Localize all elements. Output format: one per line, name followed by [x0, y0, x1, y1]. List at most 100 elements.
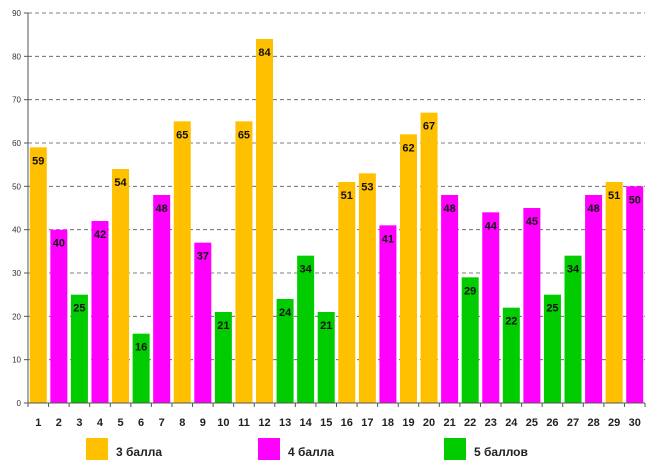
- bar-value-label: 51: [608, 190, 620, 202]
- bar: [358, 173, 376, 403]
- y-tick-label: 10: [12, 356, 21, 365]
- bar: [502, 307, 520, 403]
- bar-value-label: 48: [443, 203, 455, 215]
- bar: [461, 277, 479, 403]
- bar-value-label: 48: [587, 203, 599, 215]
- x-tick-label: 23: [485, 417, 497, 429]
- bar-value-label: 50: [629, 194, 641, 206]
- y-tick-label: 50: [12, 182, 21, 191]
- bar-value-label: 48: [156, 203, 168, 215]
- legend-swatch-4-balla: [258, 438, 280, 460]
- x-tick-label: 12: [258, 417, 270, 429]
- bar-value-label: 42: [94, 229, 106, 241]
- bar-value-label: 53: [361, 181, 373, 193]
- bar-value-label: 45: [526, 216, 538, 228]
- bar: [29, 147, 47, 403]
- bar-value-label: 25: [546, 303, 558, 315]
- x-tick-label: 24: [505, 417, 518, 429]
- x-tick-label: 19: [402, 417, 414, 429]
- bar: [153, 195, 171, 403]
- bar: [564, 255, 582, 403]
- bar: [626, 186, 644, 403]
- legend-label-3-balla: 3 балла: [116, 445, 162, 459]
- bar-value-label: 51: [341, 190, 353, 202]
- y-tick-label: 70: [12, 96, 21, 105]
- x-tick-label: 26: [546, 417, 558, 429]
- x-tick-label: 17: [361, 417, 373, 429]
- bar-value-label: 34: [567, 264, 580, 276]
- x-tick-label: 7: [159, 417, 165, 429]
- legend-label-5-ballov: 5 баллов: [474, 445, 528, 459]
- x-tick-label: 3: [76, 417, 82, 429]
- bar: [297, 255, 315, 403]
- bar-value-label: 16: [135, 342, 147, 354]
- x-tick-label: 10: [217, 417, 229, 429]
- bar-value-label: 25: [73, 303, 85, 315]
- y-tick-label: 90: [12, 9, 21, 18]
- x-tick-label: 11: [238, 417, 250, 429]
- y-tick-label: 20: [12, 312, 21, 321]
- bars: 59 40 25 42 54 16 48 65 37 21 65 84 24 34 21 51 53 41 62 67…: [29, 39, 644, 404]
- legend-swatch-5-ballov: [444, 438, 466, 460]
- x-tick-label: 29: [608, 417, 620, 429]
- bar: [256, 39, 274, 403]
- bar-value-label: 59: [32, 155, 44, 167]
- x-tick-label: 22: [464, 417, 476, 429]
- x-tick-label: 21: [443, 417, 455, 429]
- bar: [276, 299, 294, 403]
- x-tick-label: 2: [56, 417, 62, 429]
- bar-value-label: 40: [53, 238, 65, 250]
- bar-value-label: 37: [197, 251, 209, 263]
- x-tick-label: 4: [97, 417, 104, 429]
- bar: [214, 312, 232, 403]
- y-tick-label: 60: [12, 139, 21, 148]
- x-tick-label: 1: [35, 417, 41, 429]
- bar: [585, 195, 603, 403]
- x-tick-label: 30: [629, 417, 641, 429]
- x-tick-label: 25: [526, 417, 538, 429]
- bar-value-label: 54: [114, 177, 127, 189]
- bar: [482, 212, 500, 403]
- bar-value-label: 62: [402, 142, 414, 154]
- bar: [132, 333, 150, 403]
- bar-value-label: 34: [300, 264, 313, 276]
- x-axis-labels: 1 2 3 4 5 6 7 8 9 10 11 12 13 14 15 16 17 18 19 20 21 22 23 24 2…: [27, 403, 646, 429]
- legend-swatch-3-balla: [86, 438, 108, 460]
- x-tick-label: 15: [320, 417, 332, 429]
- x-tick-label: 20: [423, 417, 435, 429]
- x-tick-label: 28: [587, 417, 599, 429]
- bar: [543, 294, 561, 403]
- bar-value-label: 24: [279, 307, 292, 319]
- x-tick-label: 18: [382, 417, 394, 429]
- gridlines: [28, 12, 645, 361]
- y-tick-label: 30: [12, 269, 21, 278]
- bar-value-label: 22: [505, 316, 517, 328]
- x-tick-label: 14: [300, 417, 313, 429]
- bar: [91, 221, 109, 403]
- bar: [379, 225, 397, 403]
- bar-value-label: 41: [382, 233, 394, 245]
- bar: [317, 312, 335, 403]
- bar: [70, 294, 88, 403]
- bar-value-label: 21: [217, 320, 229, 332]
- bar-value-label: 65: [176, 129, 188, 141]
- bar: [523, 208, 541, 403]
- bar: [338, 182, 356, 403]
- bar: [50, 229, 68, 403]
- bar: [173, 121, 191, 403]
- x-tick-label: 13: [279, 417, 291, 429]
- bar-value-label: 67: [423, 121, 435, 133]
- legend: 3 балла 4 балла 5 баллов: [86, 438, 528, 460]
- bar: [112, 169, 130, 403]
- y-axis-ticks: 0 10 20 30 40 50 60 70 80 90: [12, 9, 28, 408]
- bar-value-label: 44: [485, 220, 498, 232]
- y-tick-label: 40: [12, 226, 21, 235]
- bar: [399, 134, 417, 404]
- x-tick-label: 27: [567, 417, 579, 429]
- bar: [420, 112, 438, 404]
- bar: [194, 242, 212, 403]
- bar: [235, 121, 253, 403]
- legend-label-4-balla: 4 балла: [288, 445, 334, 459]
- bar-value-label: 84: [258, 47, 271, 59]
